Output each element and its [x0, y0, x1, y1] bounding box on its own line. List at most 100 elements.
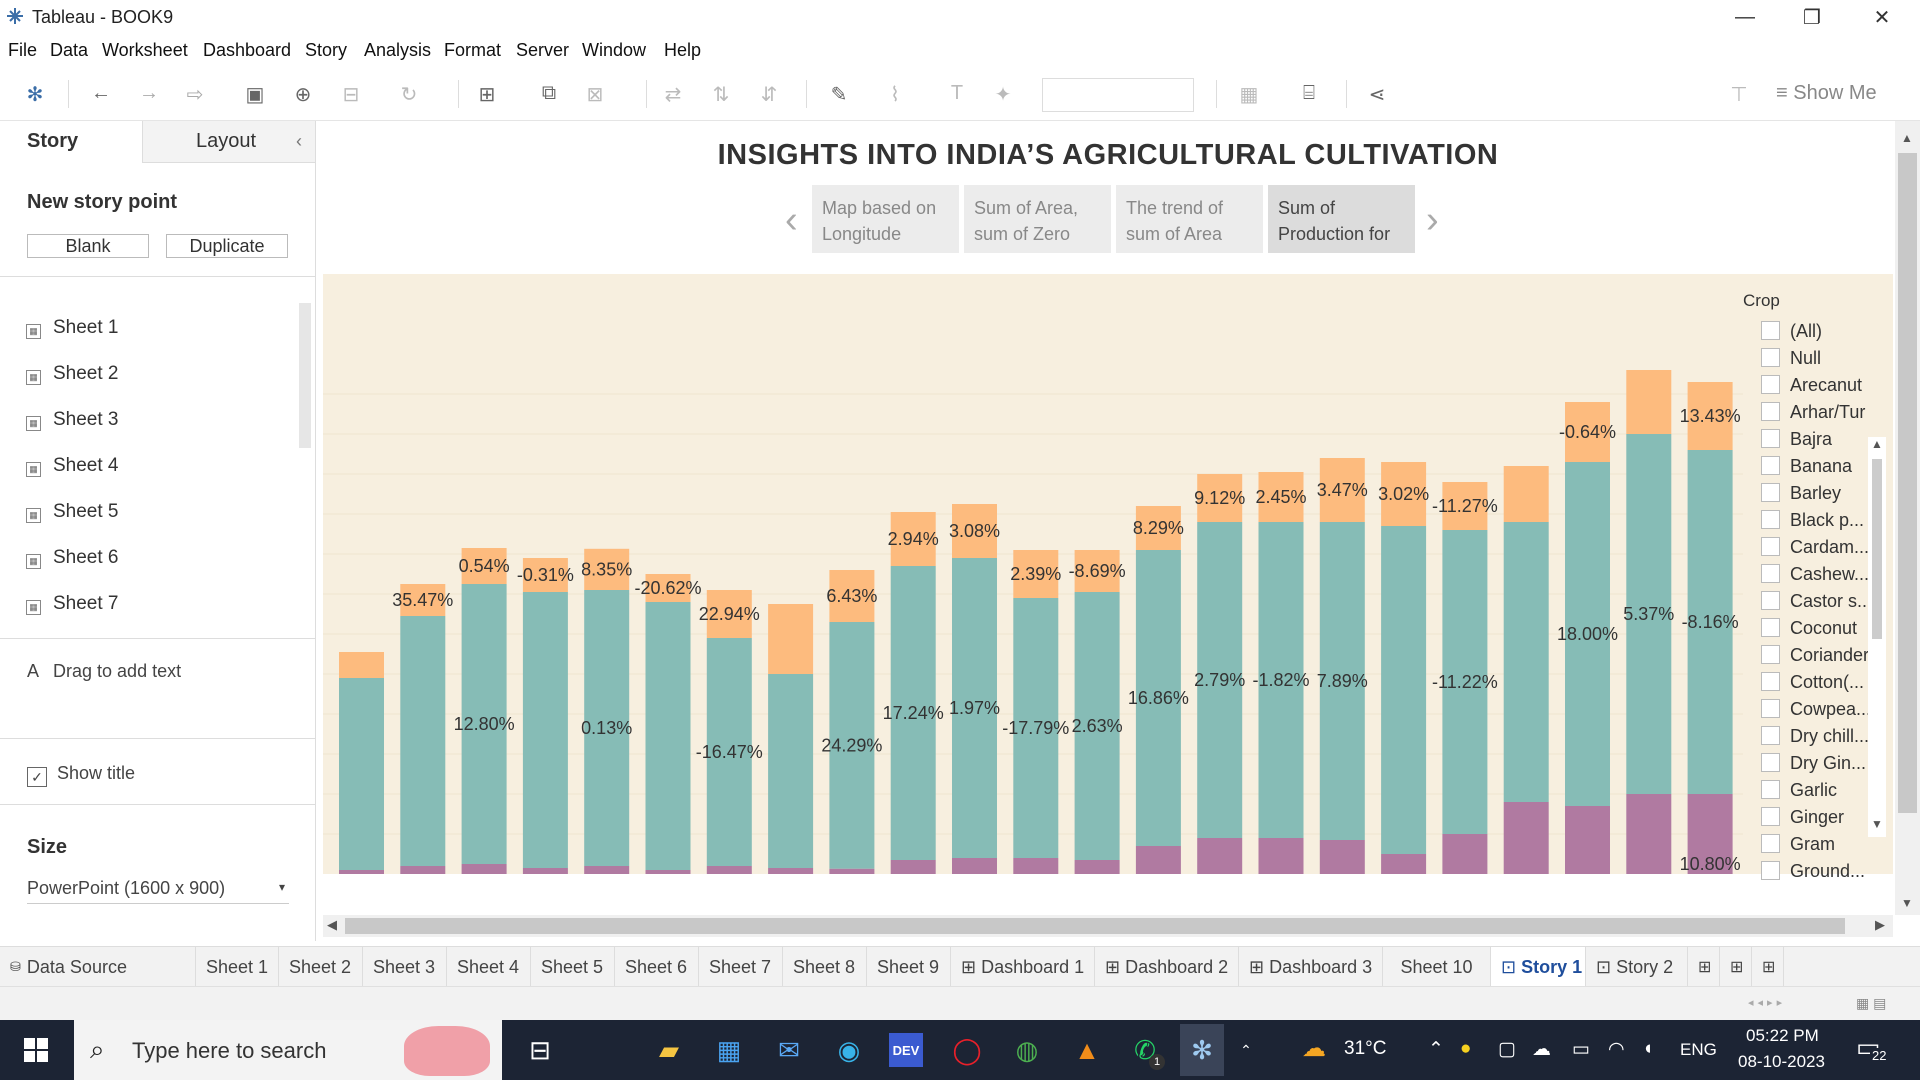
- tab-sheet-2[interactable]: Sheet 2: [279, 947, 363, 987]
- bar-segment-middle[interactable]: [768, 674, 814, 868]
- legend-filter-item[interactable]: Bajra: [1761, 429, 1832, 450]
- bar-segment-bottom[interactable]: [1626, 794, 1672, 874]
- bar-segment-top[interactable]: [339, 652, 384, 678]
- bar-segment-top[interactable]: [1013, 550, 1059, 598]
- sheet-list-item[interactable]: ▦ Sheet 1: [26, 317, 119, 339]
- bar-segment-bottom[interactable]: [339, 870, 384, 874]
- group-icon[interactable]: ⌇: [890, 84, 900, 106]
- legend-filter-item[interactable]: Barley: [1761, 483, 1841, 504]
- scroll-right-icon[interactable]: ▶: [1875, 917, 1885, 932]
- legend-filter-item[interactable]: Dry Gin...: [1761, 753, 1866, 774]
- scroll-thumb[interactable]: [1898, 153, 1917, 813]
- bar-segment-top[interactable]: [645, 574, 691, 602]
- tab-sheet-8[interactable]: Sheet 8: [783, 947, 867, 987]
- checkbox-icon[interactable]: [1761, 537, 1780, 556]
- swap-icon[interactable]: ⇄: [664, 84, 682, 106]
- checkbox-icon[interactable]: [1761, 672, 1780, 691]
- whatsapp-icon[interactable]: ✆ 1: [1125, 1030, 1165, 1070]
- microsoft-store-icon[interactable]: ▦: [716, 1034, 742, 1065]
- legend-scrollbar[interactable]: ▲ ▼: [1868, 437, 1886, 837]
- volume-icon[interactable]: ◖: [1642, 1038, 1654, 1059]
- scroll-up-icon[interactable]: ▲: [1901, 131, 1913, 145]
- bar-segment-middle[interactable]: [706, 638, 752, 866]
- sort-ascending-icon[interactable]: ⇅: [712, 84, 730, 106]
- bar-segment-top[interactable]: [1074, 550, 1120, 592]
- weather-icon[interactable]: ☁: [1302, 1035, 1326, 1062]
- bar-segment-middle[interactable]: [522, 592, 568, 868]
- menu-help[interactable]: Help: [664, 40, 702, 60]
- bar-segment-bottom[interactable]: [1013, 858, 1059, 874]
- legend-filter-item[interactable]: Cowpea...: [1761, 699, 1871, 720]
- bar-segment-top[interactable]: [522, 558, 568, 592]
- checkbox-icon[interactable]: [1761, 375, 1780, 394]
- bar-segment-middle[interactable]: [1565, 462, 1610, 806]
- menu-format[interactable]: Format: [444, 40, 502, 60]
- legend-filter-item[interactable]: (All): [1761, 321, 1822, 342]
- wifi-icon[interactable]: ◠: [1608, 1039, 1625, 1060]
- restore-button[interactable]: ❐: [1803, 6, 1821, 29]
- taskbar-search-input[interactable]: ⌕ Type here to search: [74, 1020, 502, 1080]
- clock-date[interactable]: 08-10-2023: [1738, 1052, 1825, 1071]
- bar-segment-middle[interactable]: [1687, 450, 1733, 794]
- legend-filter-item[interactable]: Ginger: [1761, 807, 1844, 828]
- show-me-button[interactable]: ≡ Show Me: [1776, 82, 1877, 104]
- file-explorer-icon[interactable]: ▰: [659, 1034, 679, 1065]
- bar-segment-middle[interactable]: [1258, 522, 1304, 838]
- duplicate-sheet-icon[interactable]: ⧉: [541, 82, 557, 104]
- sheet-list-item[interactable]: ▦ Sheet 4: [26, 455, 119, 477]
- sheet-list-scrollbar[interactable]: [299, 303, 311, 448]
- bar-segment-bottom[interactable]: [584, 866, 630, 874]
- fit-dropdown[interactable]: [1042, 78, 1194, 112]
- duplicate-button[interactable]: Duplicate: [166, 234, 288, 258]
- collapse-pane-icon[interactable]: ‹: [296, 131, 302, 151]
- tray-chevron-icon[interactable]: ⌃: [1428, 1039, 1444, 1060]
- bar-segment-top[interactable]: [890, 512, 936, 566]
- bar-segment-bottom[interactable]: [1381, 854, 1427, 874]
- bar-segment-top[interactable]: [584, 548, 630, 590]
- legend-filter-item[interactable]: Castor s...: [1761, 591, 1872, 612]
- scroll-down-icon[interactable]: ▼: [1901, 896, 1913, 910]
- bar-segment-bottom[interactable]: [1687, 794, 1733, 874]
- opera-browser-icon[interactable]: ◯: [952, 1034, 982, 1065]
- notifications-icon[interactable]: ▭ 22: [1856, 1032, 1889, 1063]
- bar-segment-top[interactable]: [1135, 506, 1181, 550]
- bar-segment-bottom[interactable]: [461, 864, 507, 874]
- tab-dashboard-2[interactable]: ⊞ Dashboard 2: [1095, 947, 1239, 987]
- tab-sheet-1[interactable]: Sheet 1: [196, 947, 279, 987]
- tab-sheet-9[interactable]: Sheet 9: [867, 947, 951, 987]
- checkbox-icon[interactable]: [1761, 483, 1780, 502]
- meet-now-icon[interactable]: ▢: [1498, 1039, 1516, 1060]
- bar-segment-bottom[interactable]: [768, 868, 814, 874]
- presentation-mode-icon[interactable]: ⌸: [1303, 82, 1315, 104]
- bar-segment-middle[interactable]: [1442, 530, 1488, 834]
- checkbox-icon[interactable]: [1761, 510, 1780, 529]
- legend-filter-item[interactable]: Gram: [1761, 834, 1835, 855]
- bar-segment-top[interactable]: [1565, 402, 1610, 462]
- tab-sheet-5[interactable]: Sheet 5: [531, 947, 615, 987]
- undo-icon[interactable]: ←: [91, 82, 111, 104]
- tab-layout[interactable]: Layout: [142, 121, 315, 163]
- sort-descending-icon[interactable]: ⇵: [760, 84, 778, 106]
- bar-segment-top[interactable]: [1197, 474, 1243, 522]
- labels-icon[interactable]: T: [950, 82, 964, 104]
- language-indicator[interactable]: ENG: [1680, 1040, 1717, 1059]
- legend-filter-item[interactable]: Dry chill...: [1761, 726, 1869, 747]
- legend-filter-item[interactable]: Ground...: [1761, 861, 1865, 882]
- bar-segment-middle[interactable]: [952, 558, 997, 858]
- bar-segment-middle[interactable]: [1135, 550, 1181, 846]
- checkbox-icon[interactable]: [1761, 618, 1780, 637]
- new-data-source-icon[interactable]: ⊕: [294, 84, 312, 106]
- menu-data[interactable]: Data: [50, 40, 89, 60]
- new-worksheet-icon[interactable]: ⊞: [478, 84, 496, 106]
- tray-app-icon[interactable]: ●: [1460, 1038, 1472, 1059]
- menu-file[interactable]: File: [8, 40, 38, 60]
- legend-filter-item[interactable]: Null: [1761, 348, 1821, 369]
- menu-analysis[interactable]: Analysis: [364, 40, 432, 60]
- menu-window[interactable]: Window: [582, 40, 647, 60]
- scroll-up-icon[interactable]: ▲: [1871, 437, 1883, 451]
- grid-view-icon[interactable]: ▦ ▤: [1856, 995, 1887, 1011]
- show-title-checkbox[interactable]: ✓ Show title: [27, 763, 135, 787]
- bar-segment-top[interactable]: [400, 584, 446, 616]
- tab-dashboard-1[interactable]: ⊞ Dashboard 1: [951, 947, 1095, 987]
- story-point-1[interactable]: Map based on Longitude: [812, 185, 959, 253]
